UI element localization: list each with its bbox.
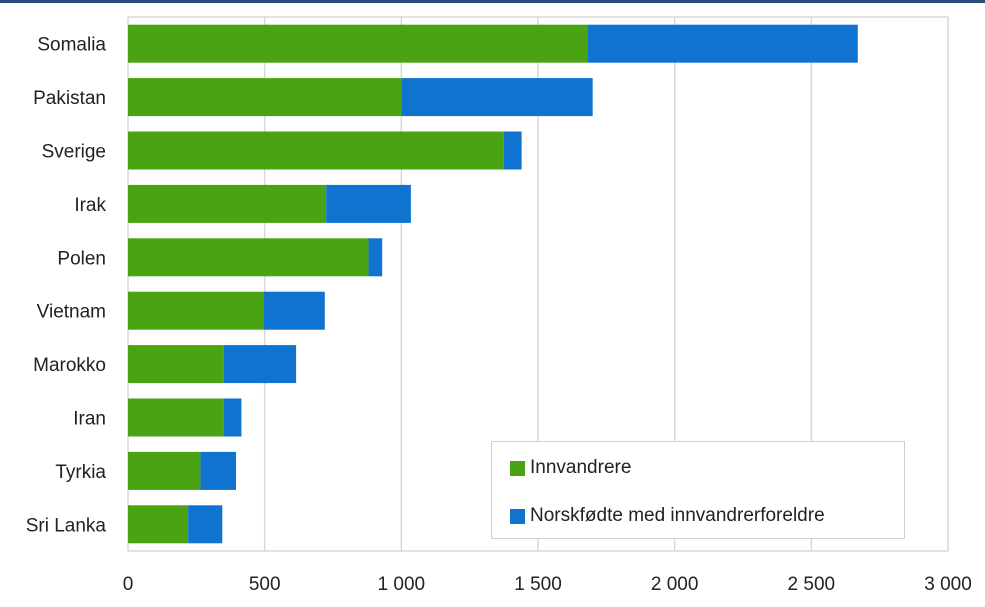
- x-tick-labels: 0 500 1 000 1 500 2 000 2 500 3 000: [123, 574, 972, 595]
- legend-item-norskfodte: Norskfødte med innvandrerforeldre: [510, 505, 825, 527]
- bar-segment-norskfodte: [368, 238, 383, 277]
- category-label: Vietnam: [37, 302, 106, 323]
- bar-segment-norskfodte: [401, 78, 593, 117]
- bar-segment-innvandrere: [128, 131, 504, 170]
- legend-label: Innvandrere: [530, 457, 632, 478]
- bar-segment-innvandrere: [128, 291, 264, 330]
- legend-item-innvandrere: Innvandrere: [510, 457, 631, 479]
- category-label: Somalia: [37, 35, 106, 56]
- bar-segment-innvandrere: [128, 505, 189, 544]
- category-label: Pakistan: [33, 88, 106, 109]
- bar-segment-norskfodte: [223, 398, 242, 437]
- x-tick-label: 1 000: [378, 574, 426, 595]
- bar-segment-norskfodte: [223, 345, 297, 384]
- bar-segment-norskfodte: [188, 505, 223, 544]
- category-label: Tyrkia: [55, 462, 106, 483]
- category-label: Sri Lanka: [26, 515, 107, 536]
- category-labels: Somalia Pakistan Sverige Irak Polen Vietnam Ma…: [26, 35, 107, 537]
- top-rule: [0, 0, 985, 3]
- bar-segment-innvandrere: [128, 345, 224, 384]
- bar-segment-norskfodte: [587, 24, 858, 63]
- legend-swatch-blue: [510, 508, 525, 524]
- category-label: Irak: [74, 195, 106, 216]
- x-tick-label: 2 000: [651, 574, 699, 595]
- x-tick-label: 2 500: [788, 574, 836, 595]
- x-tick-label: 0: [123, 574, 134, 595]
- legend-label: Norskfødte med innvandrerforeldre: [530, 505, 825, 526]
- category-label: Marokko: [33, 355, 106, 376]
- bar-segment-innvandrere: [128, 398, 224, 437]
- category-label: Sverige: [42, 142, 106, 163]
- x-tick-label: 3 000: [924, 574, 972, 595]
- bar-segment-innvandrere: [128, 451, 201, 490]
- bar-segment-norskfodte: [263, 291, 325, 330]
- bars: [128, 24, 858, 544]
- bar-segment-innvandrere: [128, 238, 369, 277]
- bar-segment-innvandrere: [128, 24, 588, 63]
- legend: Innvandrere Norskfødte med innvandrerfor…: [491, 441, 905, 539]
- bar-segment-innvandrere: [128, 78, 402, 117]
- bar-segment-norskfodte: [200, 451, 236, 490]
- bar-segment-innvandrere: [128, 184, 327, 223]
- bar-segment-norskfodte: [326, 184, 411, 223]
- x-tick-label: 1 500: [514, 574, 562, 595]
- x-tick-label: 500: [249, 574, 281, 595]
- bar-segment-norskfodte: [503, 131, 522, 170]
- legend-swatch-green: [510, 460, 525, 476]
- category-label: Polen: [57, 248, 106, 269]
- category-label: Iran: [73, 409, 106, 430]
